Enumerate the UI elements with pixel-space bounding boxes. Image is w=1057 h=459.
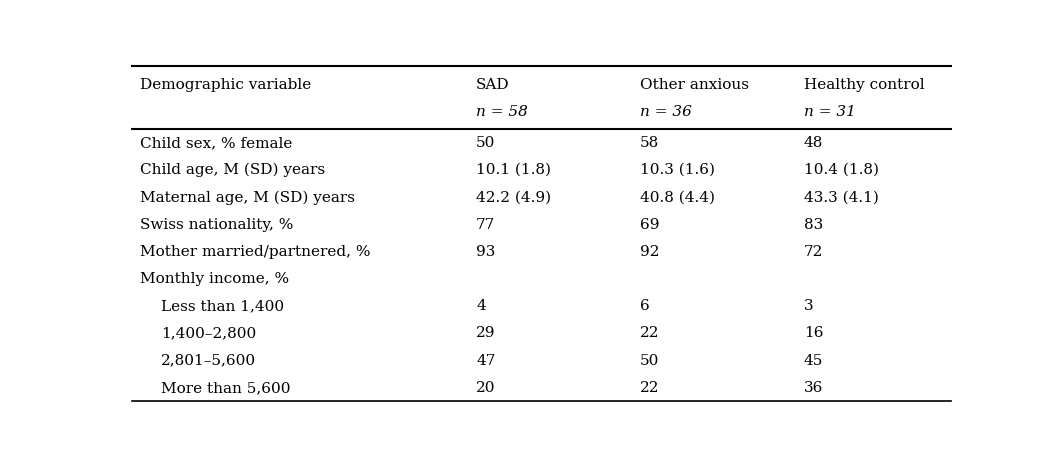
Text: Maternal age, M (SD) years: Maternal age, M (SD) years <box>141 190 355 205</box>
Text: 45: 45 <box>804 353 823 368</box>
Text: SAD: SAD <box>477 78 509 92</box>
Text: 58: 58 <box>641 136 660 150</box>
Text: Healthy control: Healthy control <box>804 78 925 92</box>
Text: Swiss nationality, %: Swiss nationality, % <box>141 218 294 231</box>
Text: n = 58: n = 58 <box>477 105 528 118</box>
Text: 22: 22 <box>641 381 660 395</box>
Text: 22: 22 <box>641 326 660 341</box>
Text: 48: 48 <box>804 136 823 150</box>
Text: 10.3 (1.6): 10.3 (1.6) <box>641 163 715 177</box>
Text: 1,400–2,800: 1,400–2,800 <box>161 326 256 341</box>
Text: n = 31: n = 31 <box>804 105 856 118</box>
Text: Other anxious: Other anxious <box>641 78 749 92</box>
Text: 92: 92 <box>641 245 660 259</box>
Text: 69: 69 <box>641 218 660 231</box>
Text: 10.4 (1.8): 10.4 (1.8) <box>804 163 878 177</box>
Text: 4: 4 <box>477 299 486 313</box>
Text: 36: 36 <box>804 381 823 395</box>
Text: 10.1 (1.8): 10.1 (1.8) <box>477 163 551 177</box>
Text: Monthly income, %: Monthly income, % <box>141 272 290 286</box>
Text: 29: 29 <box>477 326 496 341</box>
Text: 40.8 (4.4): 40.8 (4.4) <box>641 190 715 204</box>
Text: Child age, M (SD) years: Child age, M (SD) years <box>141 163 326 177</box>
Text: Less than 1,400: Less than 1,400 <box>161 299 284 313</box>
Text: 47: 47 <box>477 353 496 368</box>
Text: 20: 20 <box>477 381 496 395</box>
Text: More than 5,600: More than 5,600 <box>161 381 291 395</box>
Text: 50: 50 <box>477 136 496 150</box>
Text: 72: 72 <box>804 245 823 259</box>
Text: Mother married/partnered, %: Mother married/partnered, % <box>141 245 371 259</box>
Text: 93: 93 <box>477 245 496 259</box>
Text: Demographic variable: Demographic variable <box>141 78 312 92</box>
Text: 6: 6 <box>641 299 650 313</box>
Text: 2,801–5,600: 2,801–5,600 <box>161 353 256 368</box>
Text: 42.2 (4.9): 42.2 (4.9) <box>477 190 552 204</box>
Text: 83: 83 <box>804 218 823 231</box>
Text: 50: 50 <box>641 353 660 368</box>
Text: 43.3 (4.1): 43.3 (4.1) <box>804 190 878 204</box>
Text: Child sex, % female: Child sex, % female <box>141 136 293 150</box>
Text: 3: 3 <box>804 299 814 313</box>
Text: n = 36: n = 36 <box>641 105 692 118</box>
Text: 77: 77 <box>477 218 496 231</box>
Text: 16: 16 <box>804 326 823 341</box>
